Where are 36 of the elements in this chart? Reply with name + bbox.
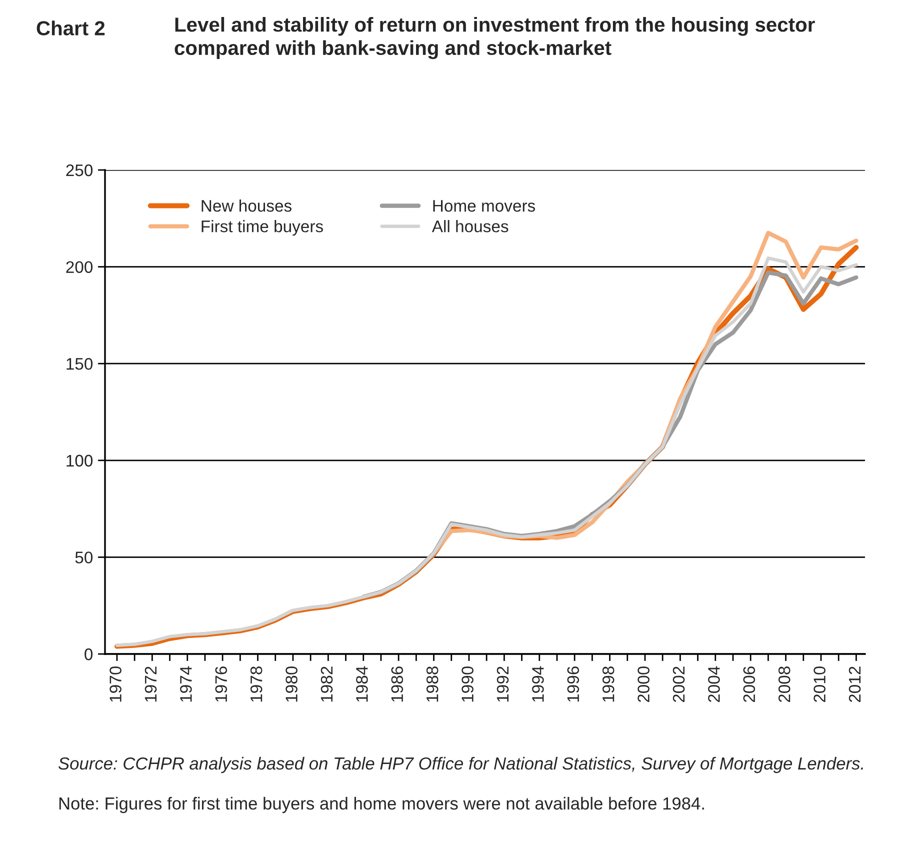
y-tick-label: 150	[66, 358, 93, 370]
x-tick-label: 1982	[320, 666, 333, 702]
source-note: Source: CCHPR analysis based on Table HP7 Office for National Statistics, Survey of Mortgage Lenders.	[58, 756, 863, 774]
x-tick-label: 1994	[532, 666, 544, 702]
x-tick-label: 2006	[743, 666, 756, 702]
chart-title: Chart 2	[36, 20, 105, 36]
y-tick-label: 100	[66, 454, 93, 467]
x-tick-label: 1978	[250, 666, 262, 702]
legend-label: New houses	[202, 200, 292, 212]
chart-subtitle: Level and stability of return on investment from the housing sector compared with bank-saving and stock-market	[174, 17, 815, 60]
x-tick-label: 2010	[814, 666, 826, 702]
x-tick-label: 1990	[462, 666, 474, 702]
x-tick-label: 2012	[848, 666, 861, 702]
x-tick-label: 1980	[286, 666, 298, 702]
y-tick-label: 200	[66, 261, 93, 274]
x-tick-label: 2008	[778, 666, 790, 702]
legend-label: Home movers	[433, 200, 536, 212]
x-tick-label: 1976	[215, 666, 228, 702]
y-tick-label: 50	[75, 552, 93, 564]
x-tick-label: 2004	[708, 666, 720, 702]
x-tick-label: 1972	[144, 666, 157, 702]
x-tick-label: 2000	[638, 666, 650, 702]
text: Note: Figures for first time buyers and home movers were not available before 1984.	[59, 796, 704, 814]
x-tick-label: 1970	[110, 666, 122, 702]
x-tick-label: 1974	[180, 666, 192, 702]
y-tick-label: 0	[84, 648, 93, 660]
x-tick-label: 1998	[602, 666, 614, 702]
x-tick-label: 1992	[496, 666, 509, 702]
x-tick-label: 1986	[391, 666, 404, 702]
x-tick-label: 2002	[672, 666, 685, 702]
y-tick-label: 250	[66, 164, 93, 176]
x-tick-label: 1988	[426, 666, 438, 702]
x-tick-label: 1984	[356, 666, 368, 702]
x-tick-label: 1996	[567, 666, 580, 702]
legend-label: All houses	[432, 220, 508, 232]
legend-label: First time buyers	[202, 220, 323, 236]
